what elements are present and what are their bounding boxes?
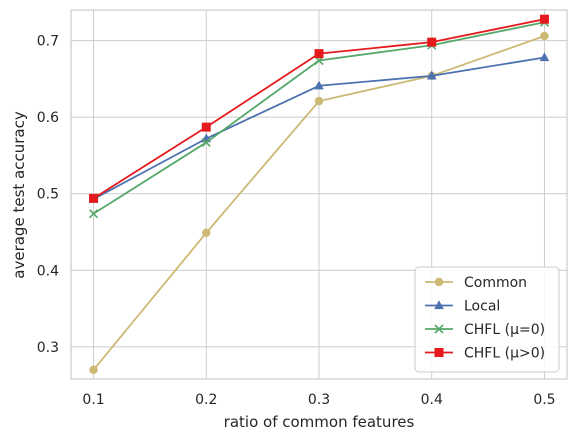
data-point: [540, 31, 549, 41]
data-point: [314, 80, 324, 90]
data-point: [426, 70, 437, 80]
y-tick-label: 0.5: [37, 187, 59, 203]
y-tick-label: 0.6: [37, 110, 59, 126]
legend: Common Local CHFL (μ=0) CHFL (μ>0): [414, 266, 560, 373]
legend-entry: Common: [425, 275, 527, 291]
data-point: [427, 37, 437, 47]
legend-label: Common: [464, 275, 527, 291]
legend-entry: CHFL (μ=0): [425, 322, 545, 338]
data-point: [201, 122, 211, 132]
legend-marker: [434, 348, 444, 357]
data-point: [201, 137, 211, 148]
data-point: [314, 49, 324, 59]
x-tick-label: 0.2: [195, 392, 217, 408]
x-tick-label: 0.1: [82, 392, 104, 408]
legend-label: Local: [464, 299, 500, 315]
x-tick-label: 0.5: [533, 392, 555, 408]
y-tick-label: 0.3: [37, 340, 59, 356]
series-3: [89, 14, 549, 203]
legend-label: CHFL (μ=0): [464, 322, 545, 338]
legend-marker: [434, 277, 444, 287]
x-axis-ticks: 0.1 0.2 0.3 0.4 0.5: [82, 392, 555, 408]
data-point: [88, 209, 99, 219]
data-point: [539, 52, 550, 62]
y-tick-label: 0.7: [37, 34, 59, 50]
y-axis-ticks: 0.3 0.4 0.5 0.6 0.7: [37, 34, 59, 356]
data-point: [89, 365, 98, 375]
legend-box: [414, 266, 560, 373]
data-point: [539, 14, 549, 24]
legend-entry: CHFL (μ>0): [425, 346, 545, 362]
plot-frame: [70, 9, 568, 380]
x-tick-label: 0.3: [308, 392, 330, 408]
data-point: [202, 228, 211, 237]
series-group: [88, 14, 550, 375]
y-tick-label: 0.4: [37, 263, 59, 279]
grid: [71, 10, 567, 379]
legend-marker: [434, 324, 444, 334]
x-axis-label: ratio of common features: [224, 413, 415, 431]
data-point: [314, 96, 324, 106]
legend-entry: Local: [425, 299, 500, 315]
data-point: [89, 193, 99, 203]
y-axis-label: average test accuracy: [10, 111, 28, 279]
x-tick-label: 0.4: [421, 392, 443, 408]
legend-marker: [434, 300, 444, 310]
legend-label: CHFL (μ>0): [464, 346, 545, 362]
